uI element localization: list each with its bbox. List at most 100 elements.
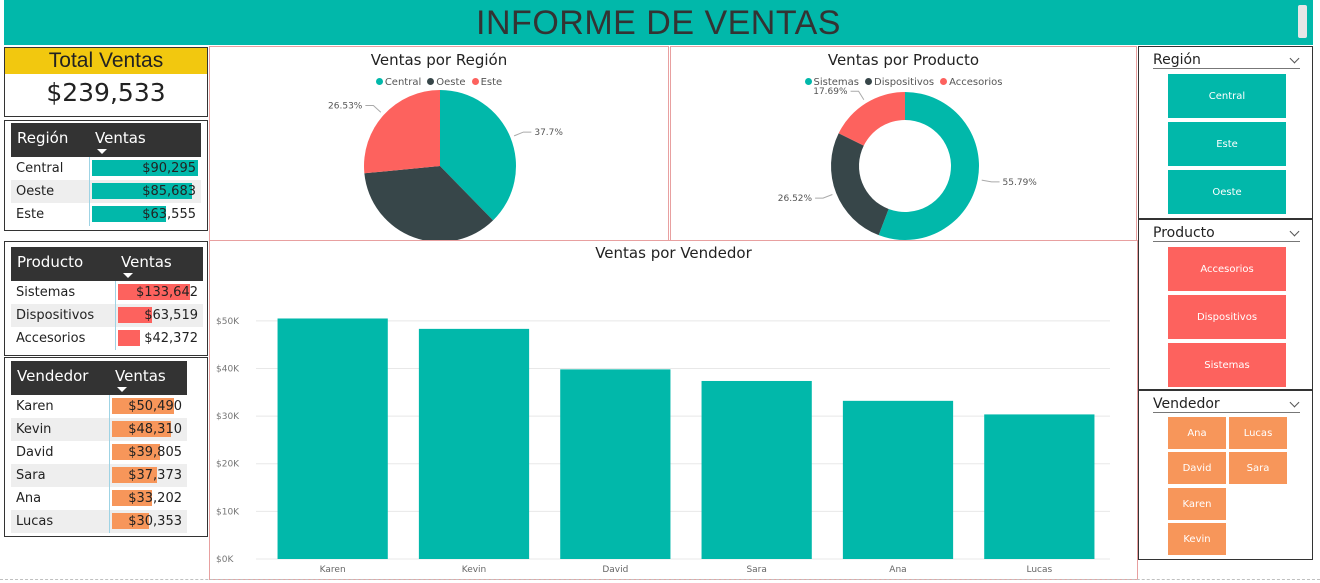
region-pie-legend: Central Oeste Este [210, 77, 668, 88]
product-donut-chart: 55.79% 26.52% 17.69% [778, 87, 1037, 240]
label-leader-line [513, 131, 532, 137]
y-tick-label: $50K [216, 317, 240, 327]
table-row[interactable]: Kevin $48,310 [11, 418, 187, 441]
data-bar [111, 421, 171, 437]
seller-sales-column-header[interactable]: Ventas [109, 361, 187, 395]
table-row[interactable]: Central $90,295 [11, 157, 201, 180]
bar-karen[interactable] [277, 318, 388, 559]
chevron-down-icon[interactable] [1289, 397, 1300, 408]
slicer-tile-dispositivos[interactable]: Dispositivos [1168, 295, 1286, 339]
bar-sara[interactable] [701, 380, 812, 559]
data-bar [117, 330, 141, 346]
slicer-tile-accesorios[interactable]: Accesorios [1168, 247, 1286, 291]
legend-dot-icon [471, 78, 479, 85]
total-sales-value: $239,533 [46, 78, 166, 107]
region-column-header[interactable]: Región [11, 123, 89, 157]
product-donut-title: Ventas por Producto [827, 51, 980, 69]
x-tick-label: David [602, 565, 628, 575]
sort-desc-icon [117, 387, 127, 392]
table-row[interactable]: Lucas $30,353 [11, 510, 187, 533]
seller-column-header[interactable]: Vendedor [11, 361, 109, 395]
product-sales-column-header[interactable]: Ventas [115, 247, 203, 281]
data-bar [117, 307, 152, 323]
chevron-down-icon[interactable] [1289, 226, 1300, 237]
row-label: Dispositivos [11, 304, 115, 327]
table-row[interactable]: Dispositivos $63,519 [11, 304, 203, 327]
bar-lucas[interactable] [984, 414, 1095, 559]
pie-slice[interactable] [831, 133, 889, 236]
product-slicer-header[interactable]: Producto [1153, 225, 1300, 242]
region-pie-panel: Ventas por Región Central Oeste Este 37.7%… [209, 46, 669, 241]
data-bar [111, 467, 158, 483]
row-label: Este [16, 207, 45, 222]
slicer-tile-este[interactable]: Este [1168, 122, 1286, 166]
pie-slice[interactable] [838, 92, 905, 146]
report-header: INFORME DE VENTAS [4, 0, 1313, 45]
legend-item[interactable]: Central [375, 77, 421, 88]
slicer-tile-oeste[interactable]: Oeste [1168, 170, 1286, 214]
bar-kevin[interactable] [418, 328, 530, 559]
seller-table-panel: Vendedor Ventas Karen $50,490 Kevin $48,310… [4, 357, 208, 537]
pie-slice[interactable] [364, 90, 440, 174]
pie-slice[interactable] [440, 90, 516, 221]
row-label: Karen [16, 399, 54, 414]
data-bar [111, 444, 161, 460]
slice-label: 37.7% [534, 128, 563, 138]
chevron-down-icon[interactable] [1289, 53, 1300, 64]
pie-slice[interactable] [878, 92, 979, 240]
legend-item[interactable]: Este [471, 77, 502, 88]
slicer-tile-david[interactable]: David [1168, 452, 1226, 484]
x-tick-label: Kevin [462, 565, 487, 575]
row-value: $63,519 [144, 308, 198, 323]
region-table-panel: Región Ventas Central $90,295 Oeste $85,683… [4, 120, 208, 231]
table-row[interactable]: Karen $50,490 [11, 395, 187, 418]
slicer-tile-sistemas[interactable]: Sistemas [1168, 343, 1286, 387]
legend-item[interactable]: Dispositivos [865, 77, 934, 88]
y-tick-label: $40K [216, 364, 240, 374]
slicer-tile-central[interactable]: Central [1168, 74, 1286, 118]
table-row[interactable]: Sara $37,373 [11, 464, 187, 487]
table-row[interactable]: Sistemas $133,642 [11, 281, 203, 304]
total-sales-card: Total Ventas $239,533 [4, 47, 208, 117]
table-row[interactable]: Oeste $85,683 [11, 180, 201, 203]
table-row[interactable]: Accesorios $42,372 [11, 327, 203, 350]
slicer-tile-lucas[interactable]: Lucas [1229, 417, 1287, 449]
row-value: $30,353 [128, 514, 182, 529]
legend-dot-icon [375, 78, 383, 85]
y-tick-label: $30K [216, 412, 240, 422]
table-row[interactable]: Este $63,555 [11, 203, 201, 226]
legend-item[interactable]: Oeste [427, 77, 466, 88]
product-donut-legend: Sistemas Dispositivos Accesorios [671, 77, 1136, 88]
sort-desc-icon [123, 273, 133, 278]
slicer-tile-sara[interactable]: Sara [1229, 452, 1287, 484]
seller-slicer-header[interactable]: Vendedor [1153, 396, 1300, 413]
region-sales-column-header[interactable]: Ventas [89, 123, 201, 157]
header-scrollbar[interactable] [1298, 5, 1307, 38]
table-row[interactable]: Ana $33,202 [11, 487, 187, 510]
seller-table-body: Karen $50,490 Kevin $48,310 David $39,805 Sara… [11, 395, 187, 533]
legend-dot-icon [427, 78, 435, 85]
x-tick-label: Lucas [1026, 565, 1052, 575]
seller-table: Vendedor Ventas Karen $50,490 Kevin $48,310… [11, 361, 187, 533]
table-row[interactable]: David $39,805 [11, 441, 187, 464]
row-label: Ana [16, 491, 42, 506]
region-slicer-header[interactable]: Región [1153, 52, 1300, 69]
x-tick-label: Karen [320, 565, 346, 575]
row-value: $133,642 [135, 285, 198, 300]
pie-slice[interactable] [364, 166, 494, 240]
data-bar [117, 284, 190, 300]
data-bar [111, 398, 174, 414]
product-column-header[interactable]: Producto [11, 247, 115, 281]
slicer-tile-karen[interactable]: Karen [1168, 488, 1226, 520]
slicer-tile-kevin[interactable]: Kevin [1168, 523, 1226, 555]
row-value: $39,805 [128, 445, 182, 460]
legend-label: Sistemas [813, 77, 860, 88]
seller-sales-header-label: Ventas [115, 367, 166, 385]
slicer-tile-ana[interactable]: Ana [1168, 417, 1226, 449]
legend-item[interactable]: Sistemas [804, 77, 860, 88]
seller-bar-panel: Ventas por Vendedor $0K $10K $20K $30K $40K $… [209, 240, 1138, 580]
legend-item[interactable]: Accesorios [940, 77, 1002, 88]
bar-david[interactable] [560, 369, 671, 559]
row-label: Accesorios [16, 331, 86, 346]
bar-ana[interactable] [842, 400, 954, 559]
